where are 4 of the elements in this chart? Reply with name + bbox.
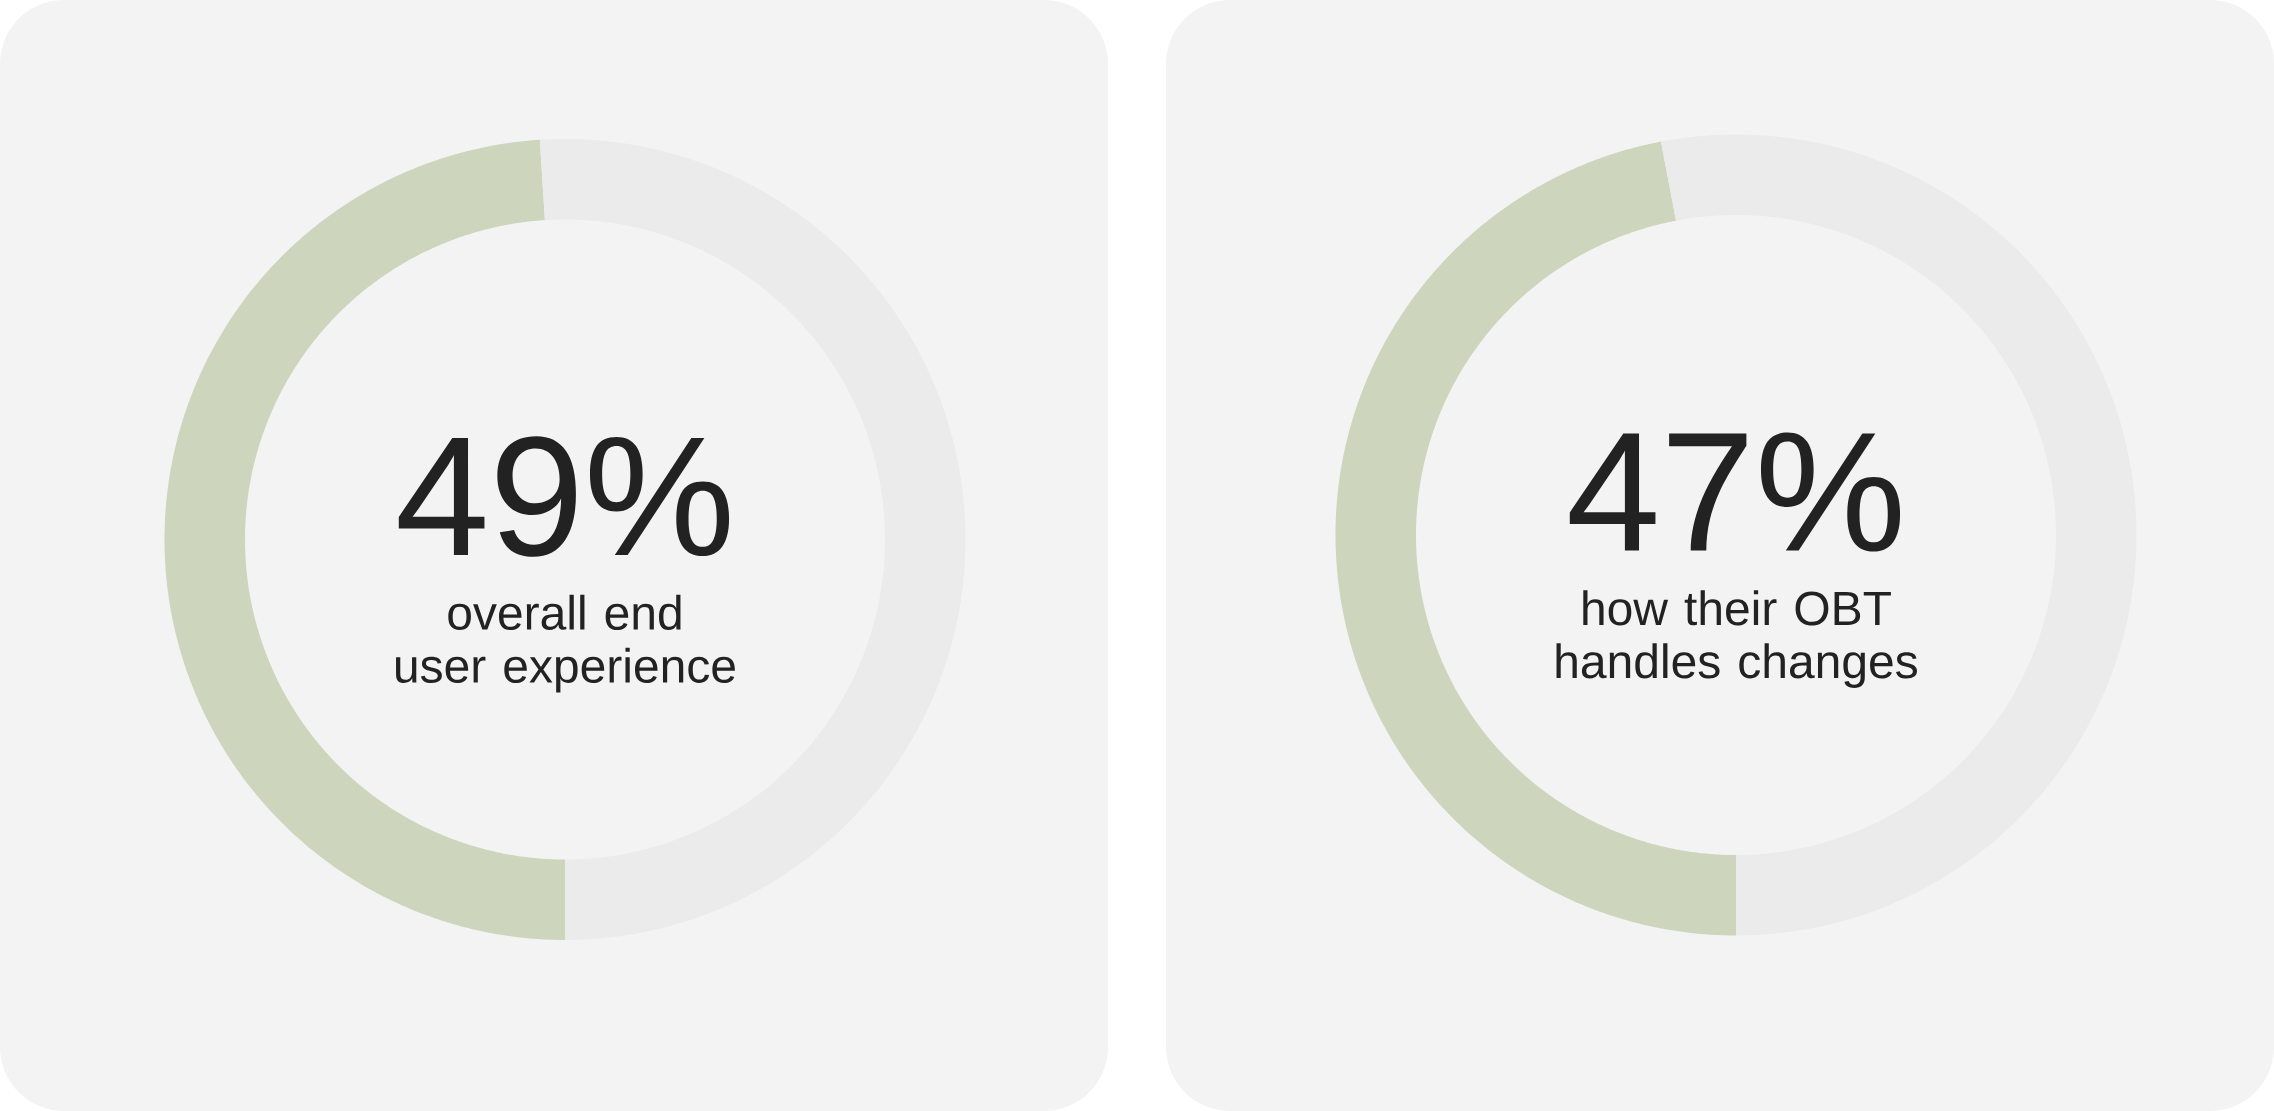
data-label: 47% [1569,432,1901,552]
data-label: 49% [398,436,730,557]
slice-label: how their OBT handles changes [1556,590,1917,688]
slice-label: overall end user experience [396,594,735,693]
